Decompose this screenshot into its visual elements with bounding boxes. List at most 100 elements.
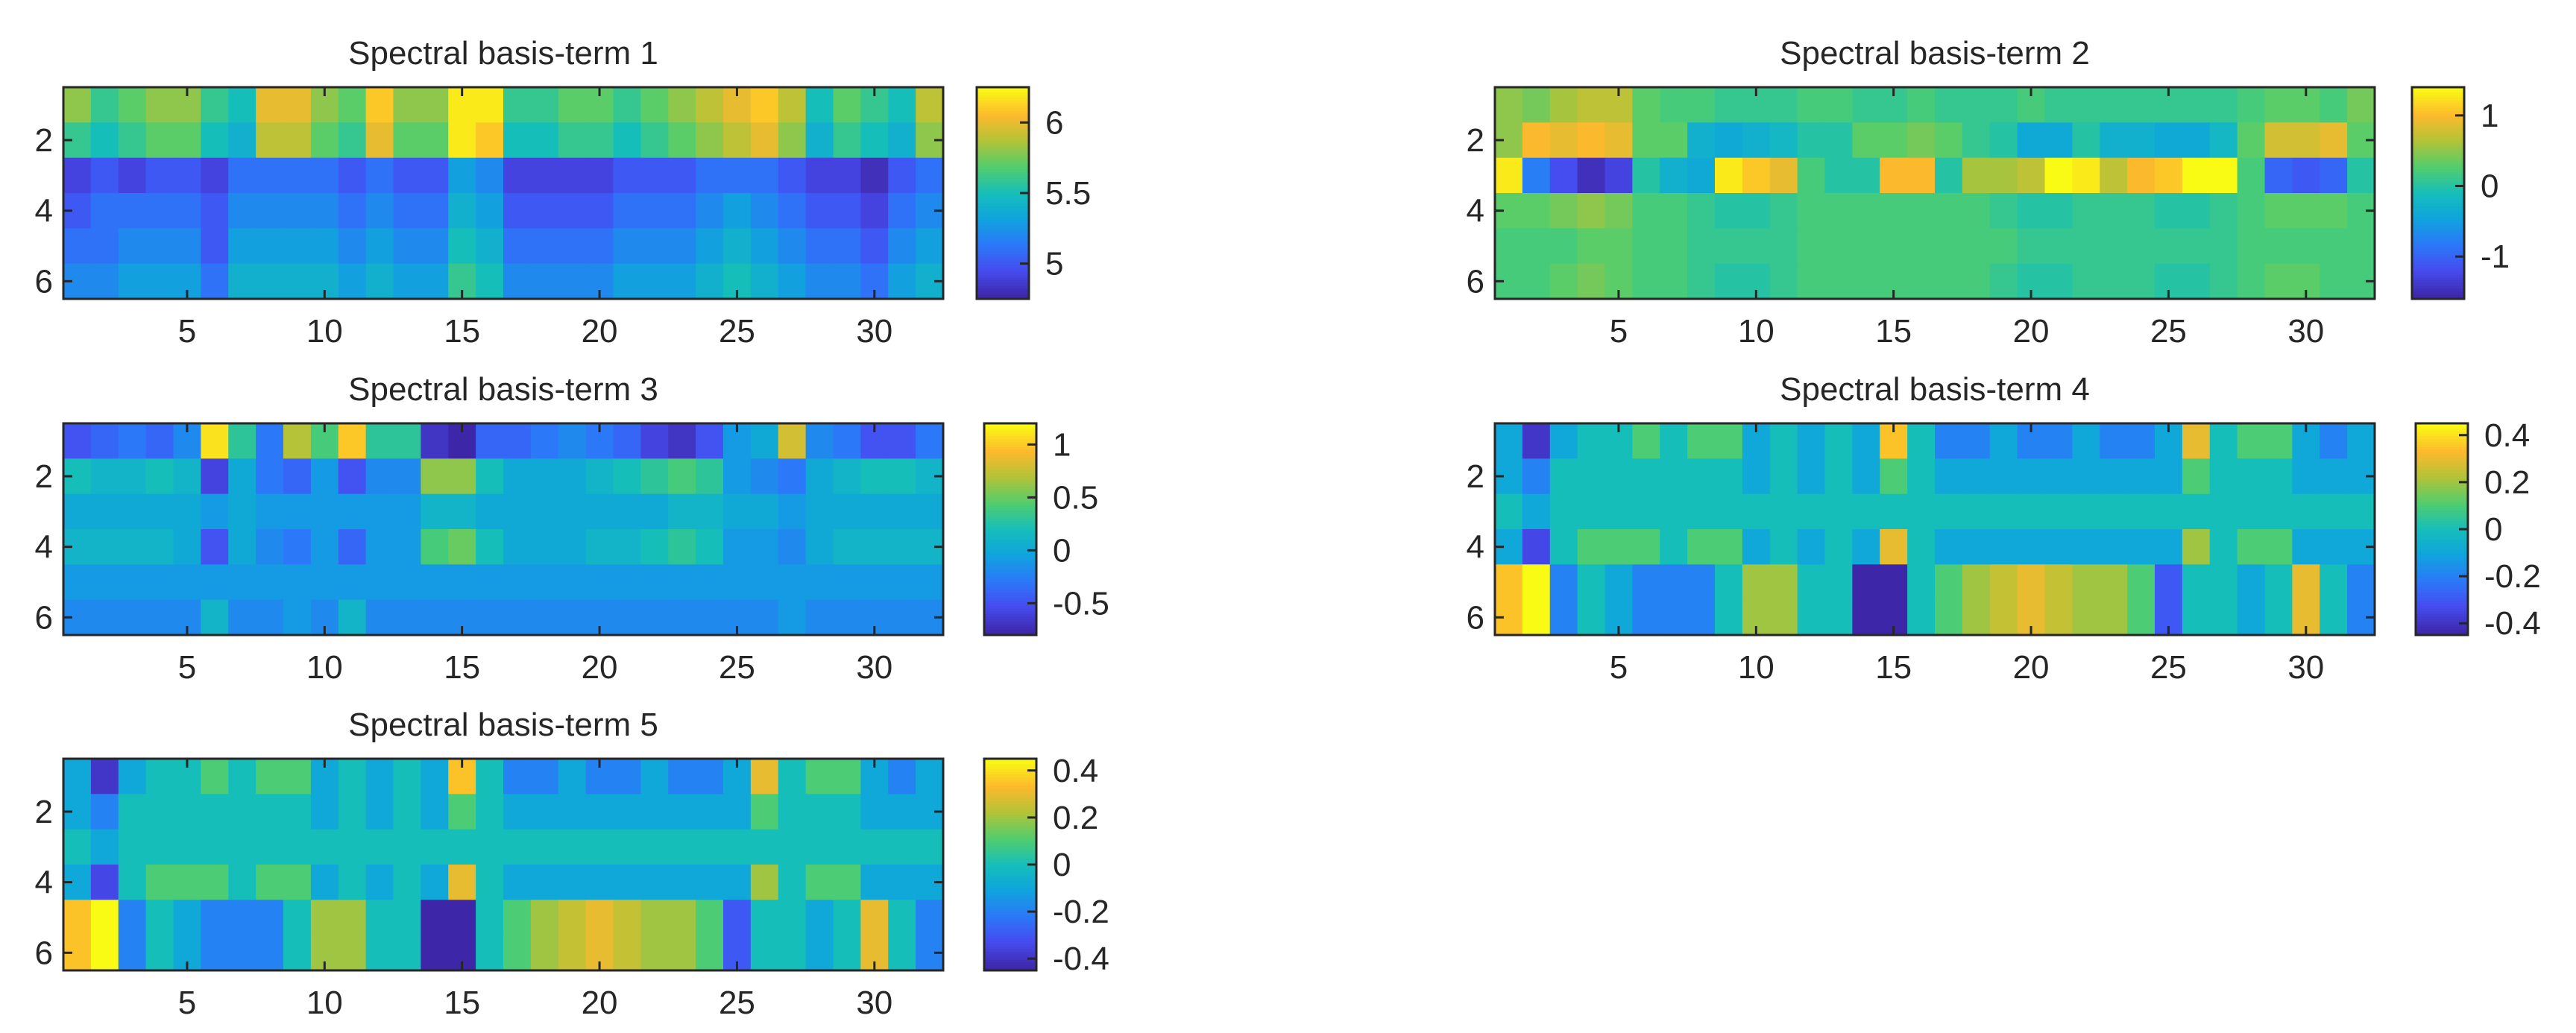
heatmap-cell [1687,122,1716,159]
heatmap-cell [393,122,421,159]
heatmap-cell [1797,228,1826,265]
colorbar-segment [2412,288,2464,292]
heatmap-cell [640,794,669,830]
heatmap-cell [476,900,504,936]
colorbar-segment [2412,92,2464,96]
heatmap-cell [393,193,421,229]
colorbar-segment [977,127,1029,130]
heatmap-cell [750,564,779,601]
x-tick-label: 15 [1875,649,1912,686]
heatmap-cell [201,865,229,900]
heatmap-cell [283,423,312,459]
heatmap-cell [421,759,449,795]
heatmap-cell [228,529,256,565]
heatmap-cell [2237,122,2266,159]
heatmap-cell [1632,529,1660,565]
heatmap-cell [448,794,476,830]
heatmap-cell [2155,493,2183,530]
colorbar-segment [977,137,1029,141]
heatmap-cell [63,157,92,194]
heatmap-cell [256,529,284,565]
heatmap-cell [2292,157,2320,194]
heatmap-cell [503,599,532,636]
heatmap-cell [833,458,861,495]
heatmap-cell [503,865,532,900]
colorbar-segment [984,552,1036,557]
colorbar-segment [984,593,1036,596]
heatmap-cell [2209,193,2238,229]
heatmap-cell [1742,493,1771,530]
heatmap-cell [558,900,587,936]
colorbar-segment [984,444,1036,448]
colorbar-tick-label: 5.5 [1045,175,1091,212]
colorbar-segment [977,166,1029,170]
colorbar-segment [984,497,1036,501]
colorbar-segment [2412,153,2464,157]
heatmap-cell [145,829,174,865]
heatmap-cell [558,122,587,159]
heatmap-cell [640,829,669,865]
colorbar-segment [984,598,1036,601]
heatmap-cell [1632,263,1660,300]
heatmap-cell [1797,122,1826,159]
colorbar-segment [2416,584,2468,588]
colorbar-segment [2416,473,2468,477]
colorbar-segment [984,446,1036,451]
colorbar-segment [977,177,1029,181]
heatmap-cell [338,263,367,300]
heatmap-cell [640,935,669,971]
heatmap-cell [1687,599,1716,636]
heatmap-cell [1824,458,1853,495]
heatmap-cell [1632,599,1660,636]
colorbar-segment [984,624,1036,628]
heatmap-cell [228,157,256,194]
colorbar-segment [2416,611,2468,615]
heatmap-cell [338,759,367,795]
colorbar-segment [984,838,1036,841]
heatmap-cell [1549,529,1578,565]
heatmap-cell [668,423,696,459]
heatmap-cell [476,794,504,830]
heatmap-cell [613,829,641,865]
heatmap-cell [2237,228,2266,265]
colorbar-segment [984,476,1036,480]
x-tick-label: 30 [856,985,892,1021]
heatmap-cell [585,193,614,229]
heatmap-cell [1880,458,1908,495]
heatmap-cell [860,564,889,601]
heatmap-panel-1: Spectral basis-term 1 5 10 15 20 25 30 2 4 6 5 5.5 6 [35,35,1092,350]
heatmap-cell [805,794,834,830]
heatmap-cell [696,263,724,300]
colorbar-segment [977,113,1029,117]
heatmap-cell [1769,122,1798,159]
heatmap-cell [1715,122,1743,159]
colorbar-segment [984,819,1036,823]
heatmap-cell [833,263,861,300]
heatmap-cell [1522,599,1551,636]
colorbar-segment [2412,238,2464,241]
heatmap-cell [283,829,312,865]
x-tick-label: 5 [1610,649,1628,686]
colorbar-segment [984,901,1036,906]
heatmap-cell [805,458,834,495]
heatmap-cell [118,228,147,265]
heatmap-cell [2072,263,2100,300]
heatmap-cell [393,829,421,865]
heatmap-cell [365,900,394,936]
heatmap-cell [2017,193,2046,229]
colorbar-segment [984,896,1036,900]
colorbar-segment [984,771,1036,776]
colorbar-segment [984,508,1036,511]
heatmap-cell [558,829,587,865]
heatmap-cell [283,759,312,795]
heatmap-cell [1769,87,1798,123]
colorbar-segment [2416,616,2468,620]
colorbar-tick-label: -0.2 [2484,558,2541,595]
colorbar-segment [984,928,1036,932]
heatmap-cell [2127,458,2155,495]
heatmap-cell [1907,263,1936,300]
heatmap-cell [696,564,724,601]
heatmap-cell [613,87,641,123]
heatmap-cell [1852,529,1880,565]
